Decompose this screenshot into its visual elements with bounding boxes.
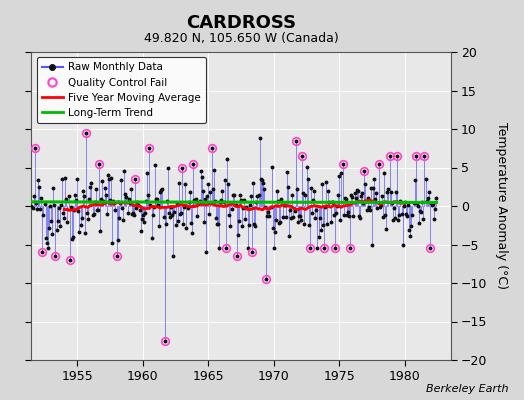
Legend: Raw Monthly Data, Quality Control Fail, Five Year Moving Average, Long-Term Tren: Raw Monthly Data, Quality Control Fail, … [37, 57, 206, 123]
Text: 49.820 N, 105.650 W (Canada): 49.820 N, 105.650 W (Canada) [144, 32, 339, 45]
Text: Berkeley Earth: Berkeley Earth [426, 384, 508, 394]
Text: CARDROSS: CARDROSS [186, 14, 296, 32]
Y-axis label: Temperature Anomaly (°C): Temperature Anomaly (°C) [495, 122, 508, 290]
